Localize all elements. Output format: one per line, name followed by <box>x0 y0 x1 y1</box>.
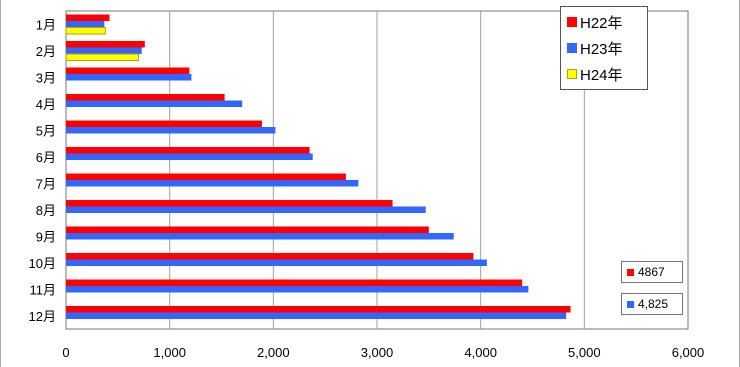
y-tick-label: 4月 <box>36 97 56 112</box>
legend-label-h24: H24年 <box>580 66 623 84</box>
bar <box>66 21 105 28</box>
x-tick-label: 0 <box>62 345 69 360</box>
bar <box>66 41 145 48</box>
legend-label-h22: H22年 <box>580 14 623 32</box>
x-tick-label: 1,000 <box>153 345 186 360</box>
y-tick-label: 5月 <box>36 123 56 138</box>
legend: H22年 H23年 H24年 <box>560 6 648 90</box>
y-tick-label: 12月 <box>29 309 56 324</box>
bar <box>66 306 571 313</box>
legend-label-h23: H23年 <box>580 40 623 58</box>
callout-h23-december: 4,825 <box>621 293 683 315</box>
x-tick-label: 3,000 <box>361 345 394 360</box>
callout-h22-december: 4867 <box>621 261 683 283</box>
legend-swatch-h24 <box>567 69 577 79</box>
bar <box>66 312 567 319</box>
legend-item-h23: H23年 <box>567 36 623 60</box>
legend-item-h24: H24年 <box>567 62 623 86</box>
bar <box>66 94 225 101</box>
y-tick-label: 10月 <box>29 256 56 271</box>
callout-swatch-h22 <box>627 268 634 276</box>
y-tick-label: 2月 <box>36 44 56 59</box>
callout-swatch-h23 <box>627 300 634 308</box>
legend-item-h22: H22年 <box>567 10 623 34</box>
bar <box>66 47 142 54</box>
bar <box>66 153 313 160</box>
bar <box>66 259 487 266</box>
x-tick-label: 6,000 <box>672 345 705 360</box>
bar <box>66 74 192 81</box>
bar <box>66 100 243 107</box>
bar <box>66 147 310 154</box>
bar <box>65 53 140 61</box>
callout-label-h22: 4867 <box>638 265 665 279</box>
bar <box>66 67 190 74</box>
bar <box>65 27 106 35</box>
bar <box>66 120 262 127</box>
legend-swatch-h22 <box>567 17 577 27</box>
bar <box>66 206 426 213</box>
bar <box>66 286 529 293</box>
y-tick-label: 8月 <box>36 203 56 218</box>
y-tick-label: 11月 <box>30 282 57 297</box>
bar <box>66 173 346 180</box>
x-tick-label: 4,000 <box>464 345 497 360</box>
x-tick-label: 5,000 <box>568 345 601 360</box>
x-tick-label: 2,000 <box>257 345 290 360</box>
legend-swatch-h23 <box>567 43 577 53</box>
bar <box>66 226 429 233</box>
bar <box>66 200 393 207</box>
bar <box>66 253 474 260</box>
bar <box>66 14 110 21</box>
bar <box>66 127 276 134</box>
callout-label-h23: 4,825 <box>638 297 669 311</box>
y-tick-label: 7月 <box>36 176 56 191</box>
bar <box>66 180 359 187</box>
bar <box>66 233 454 240</box>
y-tick-label: 6月 <box>36 150 56 165</box>
y-tick-label: 3月 <box>36 70 56 85</box>
bar <box>66 279 523 286</box>
y-tick-label: 9月 <box>36 229 56 244</box>
y-tick-label: 1月 <box>36 17 56 32</box>
